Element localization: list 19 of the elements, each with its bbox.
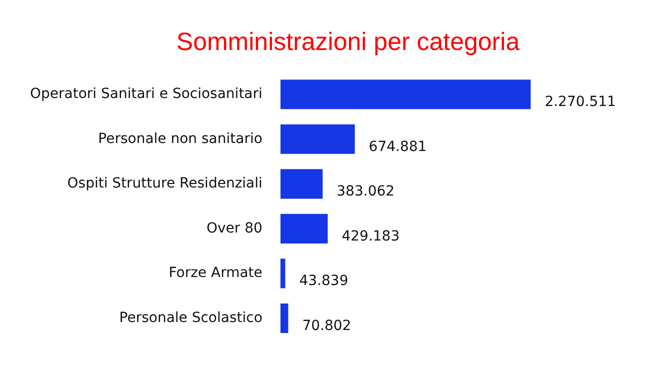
y-tick-label: Forze Armate bbox=[168, 265, 262, 282]
bar bbox=[280, 169, 323, 199]
y-tick-label: Over 80 bbox=[206, 220, 262, 236]
data-label: 70.802 bbox=[302, 318, 352, 334]
bar bbox=[280, 80, 531, 110]
bar bbox=[280, 124, 355, 154]
data-label: 429.183 bbox=[342, 228, 400, 244]
data-label: 674.881 bbox=[368, 138, 427, 155]
chart-title: Somministrazioni per categoria bbox=[175, 28, 521, 57]
y-tick-label: Ospiti Strutture Residenziali bbox=[67, 176, 262, 192]
bar bbox=[280, 258, 286, 288]
data-label: 43.839 bbox=[299, 273, 348, 290]
y-tick-label: Operatori Sanitari e Sociosanitari bbox=[30, 86, 262, 102]
bar bbox=[280, 303, 288, 333]
y-tick-label: Personale non sanitario bbox=[98, 130, 262, 147]
y-tick-label: Personale Scolastico bbox=[119, 310, 262, 326]
bar bbox=[280, 214, 328, 244]
data-label: 2.270.511 bbox=[544, 94, 616, 110]
data-label: 383.062 bbox=[336, 184, 395, 200]
